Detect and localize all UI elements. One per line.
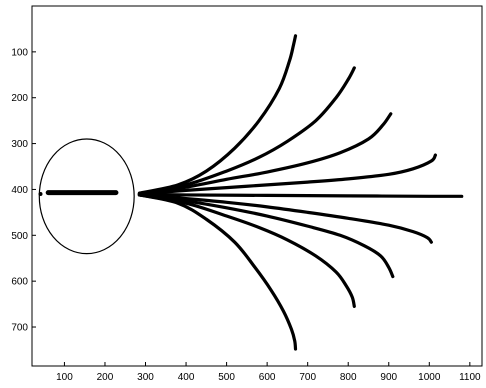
curve-series-2 bbox=[137, 66, 356, 196]
curve-series-5 bbox=[137, 192, 464, 198]
left-edge-point bbox=[38, 192, 43, 197]
curve-series-4 bbox=[137, 153, 437, 196]
x-axis: 100 200 300 400 500 600 700 800 900 1000 1100 bbox=[56, 362, 481, 383]
x-tick-label: 200 bbox=[97, 372, 114, 383]
y-tick-label: 600 bbox=[11, 277, 28, 288]
x-tick-label: 1100 bbox=[459, 372, 481, 383]
curve-series-9 bbox=[137, 193, 298, 351]
curve-series-8 bbox=[137, 193, 356, 308]
y-axis: 100 200 300 400 500 600 700 bbox=[11, 47, 36, 334]
x-tick-label: 600 bbox=[259, 372, 276, 383]
y-tick-label: 300 bbox=[11, 139, 28, 150]
plot-area bbox=[31, 5, 483, 367]
x-tick-label: 500 bbox=[218, 372, 235, 383]
y-tick-label: 100 bbox=[11, 47, 28, 58]
x-tick-label: 800 bbox=[340, 372, 357, 383]
x-tick-label: 900 bbox=[380, 372, 397, 383]
y-tick-label: 500 bbox=[11, 231, 28, 242]
y-tick-label: 400 bbox=[11, 185, 28, 196]
x-tick-label: 700 bbox=[299, 372, 316, 383]
curve-series-7 bbox=[137, 193, 395, 279]
x-tick-label: 300 bbox=[137, 372, 154, 383]
x-tick-label: 100 bbox=[56, 372, 73, 383]
x-tick-label: 400 bbox=[178, 372, 195, 383]
curve-series-3 bbox=[137, 112, 393, 196]
curve-series-1 bbox=[137, 34, 298, 195]
ellipse-outline bbox=[38, 138, 135, 255]
x-tick-label: 1000 bbox=[418, 372, 441, 383]
y-tick-label: 200 bbox=[11, 93, 28, 104]
curve-series-6 bbox=[137, 193, 433, 244]
chart-marks bbox=[38, 34, 464, 351]
y-tick-label: 700 bbox=[11, 323, 28, 334]
